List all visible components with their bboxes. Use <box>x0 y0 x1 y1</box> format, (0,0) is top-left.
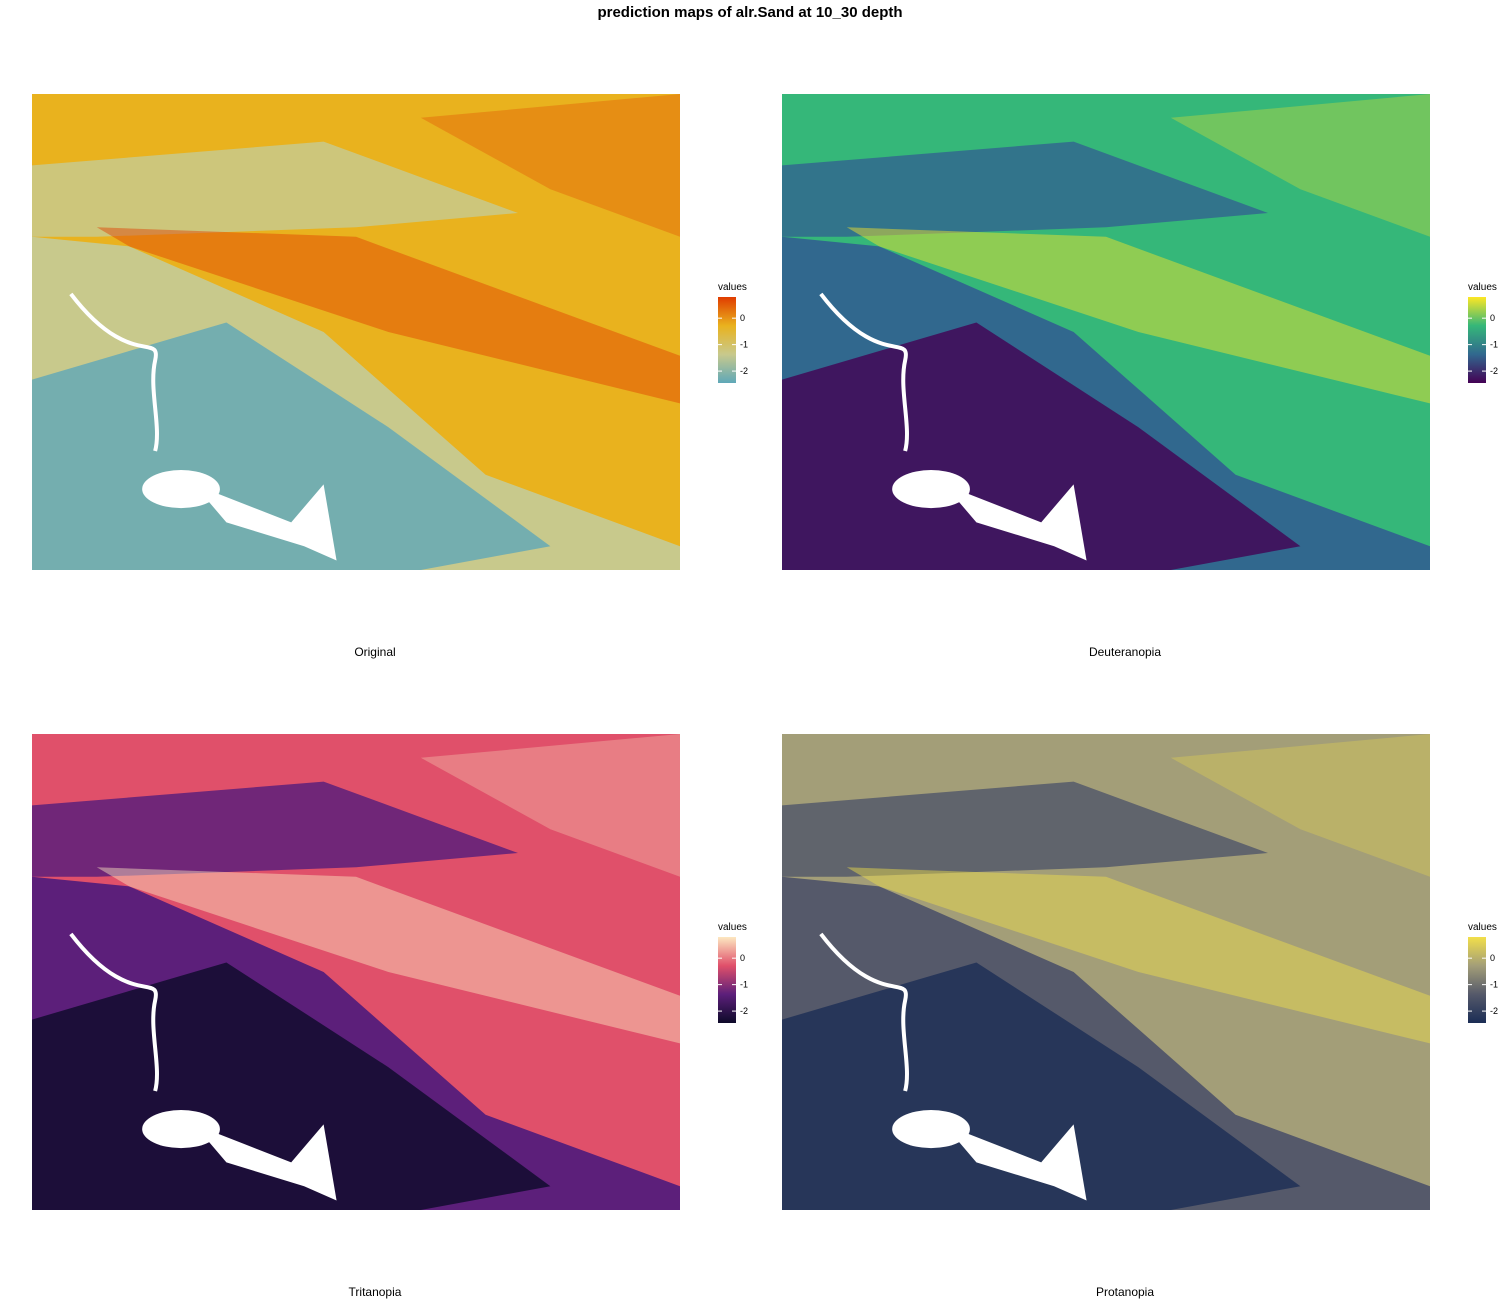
tick-label: -1 <box>1490 340 1498 350</box>
map-region <box>96 227 681 404</box>
lake <box>892 470 970 509</box>
river <box>819 292 909 452</box>
tick-label: -1 <box>740 980 748 990</box>
panel-caption: Original <box>354 645 395 659</box>
tick-label: -1 <box>1490 980 1498 990</box>
legend-title: values <box>718 922 747 933</box>
lake <box>944 484 1087 561</box>
map-region <box>782 781 1268 877</box>
tick-label: 0 <box>1490 953 1495 963</box>
lake <box>194 484 337 561</box>
panel-caption: Protanopia <box>1096 1285 1154 1299</box>
tick-label: -2 <box>1490 1006 1498 1016</box>
map-region <box>420 94 680 237</box>
river <box>69 932 159 1092</box>
tick-label: -2 <box>740 1006 748 1016</box>
lake <box>944 1124 1087 1201</box>
figure-title: prediction maps of alr.Sand at 10_30 dep… <box>597 4 902 21</box>
colorbar <box>718 937 736 1023</box>
legend-title: values <box>718 282 747 293</box>
tick-label: 0 <box>740 953 745 963</box>
map-panel <box>32 734 681 1210</box>
tick-label: -2 <box>1490 366 1498 376</box>
map-region <box>846 227 1430 404</box>
map-region <box>1170 734 1430 877</box>
map-region <box>420 734 680 877</box>
tick-label: -2 <box>740 366 748 376</box>
map-region <box>846 867 1430 1044</box>
map-region <box>782 141 1268 237</box>
map-region <box>32 322 551 570</box>
map-panel <box>782 94 1430 571</box>
river <box>819 932 909 1092</box>
map-region <box>96 867 681 1044</box>
lake <box>142 1110 220 1149</box>
river <box>69 292 159 452</box>
map-panel <box>32 94 681 571</box>
map-region <box>32 962 551 1210</box>
legend-title: values <box>1468 282 1497 293</box>
panel-caption: Tritanopia <box>349 1285 402 1299</box>
tick-label: -1 <box>740 340 748 350</box>
map-region <box>782 322 1301 570</box>
colorbar <box>1468 297 1486 383</box>
legend-title: values <box>1468 922 1497 933</box>
lake <box>892 1110 970 1149</box>
map-region <box>32 141 518 237</box>
tick-label: 0 <box>1490 313 1495 323</box>
colorbar <box>718 297 736 383</box>
panel-caption: Deuteranopia <box>1089 645 1161 659</box>
map-region <box>32 781 518 877</box>
lake <box>194 1124 337 1201</box>
lake <box>142 470 220 509</box>
colorbar <box>1468 937 1486 1023</box>
map-region <box>782 962 1301 1210</box>
tick-label: 0 <box>740 313 745 323</box>
map-region <box>1170 94 1430 237</box>
map-panel <box>782 734 1430 1210</box>
